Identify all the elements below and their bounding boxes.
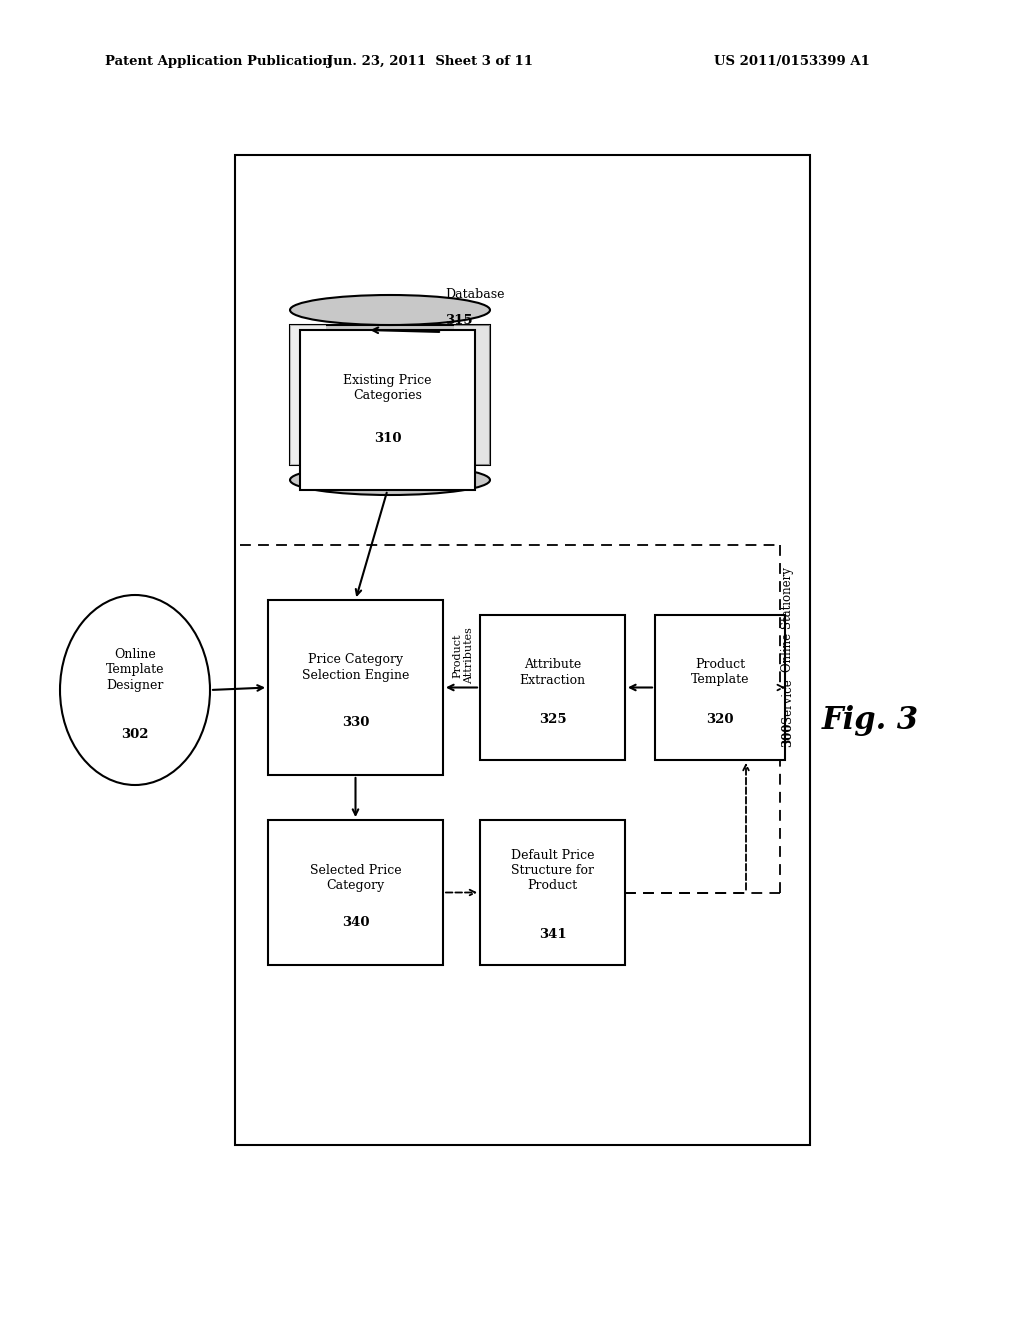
- Text: 325: 325: [539, 713, 566, 726]
- Bar: [454, 325, 490, 465]
- Text: US 2011/0153399 A1: US 2011/0153399 A1: [714, 55, 870, 69]
- Text: 310: 310: [374, 432, 401, 445]
- Text: Product
Attributes: Product Attributes: [453, 627, 474, 684]
- Text: Existing Price
Categories: Existing Price Categories: [343, 374, 432, 403]
- Text: Selected Price
Category: Selected Price Category: [309, 863, 401, 891]
- Bar: [234, 154, 810, 1144]
- Text: Patent Application Publication: Patent Application Publication: [105, 55, 332, 69]
- Bar: [268, 601, 443, 775]
- Text: Online
Template
Designer: Online Template Designer: [105, 648, 164, 692]
- Text: 302: 302: [121, 729, 148, 742]
- Bar: [655, 615, 785, 760]
- Text: 300: 300: [781, 723, 795, 747]
- Text: Database: Database: [445, 289, 505, 301]
- Bar: [480, 820, 625, 965]
- Ellipse shape: [60, 595, 210, 785]
- Bar: [290, 325, 490, 465]
- Text: Product
Template: Product Template: [691, 659, 750, 686]
- Bar: [300, 330, 475, 490]
- Ellipse shape: [290, 465, 490, 495]
- Bar: [480, 615, 625, 760]
- Text: 330: 330: [342, 715, 370, 729]
- Text: Service: Service: [781, 676, 795, 725]
- Text: Online Stationery: Online Stationery: [781, 568, 795, 672]
- Bar: [290, 325, 326, 465]
- Text: 315: 315: [445, 314, 473, 326]
- Bar: [268, 820, 443, 965]
- Text: 341: 341: [539, 928, 566, 941]
- Text: 340: 340: [342, 916, 370, 929]
- Text: Jun. 23, 2011  Sheet 3 of 11: Jun. 23, 2011 Sheet 3 of 11: [327, 55, 534, 69]
- Text: Fig. 3: Fig. 3: [821, 705, 919, 735]
- Text: Price Category
Selection Engine: Price Category Selection Engine: [302, 653, 410, 681]
- Text: Default Price
Structure for
Product: Default Price Structure for Product: [511, 849, 594, 892]
- Text: 320: 320: [707, 713, 734, 726]
- Ellipse shape: [290, 294, 490, 325]
- Text: Attribute
Extraction: Attribute Extraction: [519, 659, 586, 686]
